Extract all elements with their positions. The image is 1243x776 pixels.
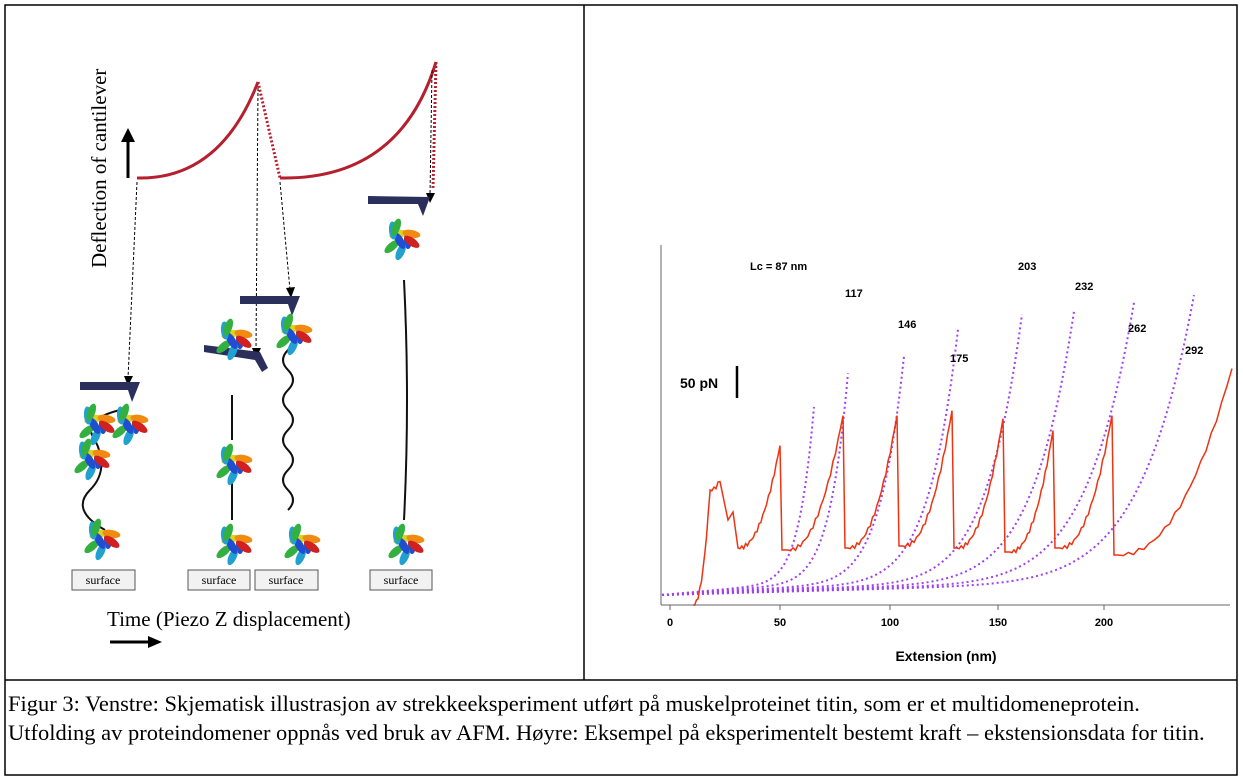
deflection-curve <box>279 61 438 180</box>
arrow-head <box>121 128 135 142</box>
deflection-curve <box>136 81 260 180</box>
deflection-drop <box>431 61 438 189</box>
domain-blob <box>225 457 238 474</box>
wlc-curve <box>661 294 1195 596</box>
table-border <box>4 4 1238 776</box>
domain-blob <box>225 537 238 554</box>
scale-label: 50 pN <box>680 375 718 391</box>
domain-blob <box>81 438 92 456</box>
cantilevers <box>80 196 430 402</box>
domain-blob <box>88 417 101 434</box>
curve-label: 232 <box>1075 281 1093 293</box>
surface-label: surface <box>269 573 304 587</box>
domain-blob <box>86 403 97 421</box>
curve-label: 262 <box>1128 323 1146 335</box>
wlc-curve <box>661 329 959 596</box>
domain-blob <box>395 523 406 541</box>
domain-blob <box>393 232 406 249</box>
domain-blob <box>91 518 102 536</box>
wlc-curve <box>661 311 1075 596</box>
domain-blob <box>397 537 410 554</box>
y-axis-label: Deflection of cantilever <box>87 69 111 268</box>
domain-blob <box>83 452 96 469</box>
x-tick-label: 150 <box>989 617 1007 629</box>
domain-blob <box>293 537 306 554</box>
domain-blob <box>225 332 238 349</box>
curve-label: 146 <box>898 319 916 331</box>
surface-label: surface <box>86 573 121 587</box>
force-trace <box>692 368 1233 606</box>
domain-blob <box>384 240 400 254</box>
surface-label: surface <box>202 573 237 587</box>
domain-blob <box>121 417 134 434</box>
domain-blob <box>98 420 115 433</box>
curve-label: 175 <box>950 353 968 365</box>
x-tick-label: 0 <box>667 617 673 629</box>
domain-blob <box>223 443 234 461</box>
domain-blob <box>84 540 100 554</box>
wlc-curve <box>661 406 815 596</box>
surface-label: surface <box>384 573 419 587</box>
x-tick-label: 100 <box>881 617 899 629</box>
chains <box>81 279 408 531</box>
wlc-curve <box>661 373 849 596</box>
domain-blob <box>216 545 232 559</box>
x-axis-label: Extension (nm) <box>895 648 996 664</box>
domain-blob <box>93 455 110 468</box>
domain-blob <box>93 532 106 549</box>
surface-boxes <box>71 569 433 591</box>
domain-blob <box>403 235 420 248</box>
domain-blob <box>295 330 312 343</box>
domain-blob <box>235 540 252 553</box>
x-axis-label: Time (Piezo Z displacement) <box>107 607 351 631</box>
domain-blob <box>112 425 128 439</box>
domain-blob <box>283 313 294 331</box>
domain-blob <box>216 465 232 479</box>
domain-blob <box>235 335 252 348</box>
domain-blob <box>79 425 95 439</box>
domain-blob <box>223 523 234 541</box>
domain-blob <box>276 335 292 349</box>
domain-blob <box>74 460 90 474</box>
dashed-arrows <box>127 69 433 379</box>
arrow-head <box>148 636 162 648</box>
x-tick-label: 200 <box>1095 617 1113 629</box>
x-tick-label: 50 <box>774 617 786 629</box>
deflection-drop <box>256 81 282 179</box>
domain-blob <box>119 403 130 421</box>
caption: Figur 3: Venstre: Skjematisk illustrasjo… <box>8 691 1205 745</box>
curve-label: 203 <box>1018 261 1036 273</box>
arrow-heads <box>124 193 435 386</box>
domain-blob <box>223 318 234 336</box>
domain-blob <box>103 535 120 548</box>
domain-blob <box>391 218 402 236</box>
domain-blob <box>216 340 232 354</box>
domain-blob <box>284 545 300 559</box>
curve-label: 292 <box>1185 345 1203 357</box>
domain-blob <box>131 420 148 433</box>
domain-blob <box>235 460 252 473</box>
curve-label: Lc = 87 nm <box>750 261 807 273</box>
curve-label: 117 <box>845 288 863 300</box>
domain-blob <box>388 545 404 559</box>
protein-domains <box>74 218 425 566</box>
domain-blob <box>291 523 302 541</box>
domain-blob <box>407 540 424 553</box>
wlc-curve <box>661 356 905 596</box>
domain-blob <box>285 327 298 344</box>
domain-blob <box>303 540 320 553</box>
